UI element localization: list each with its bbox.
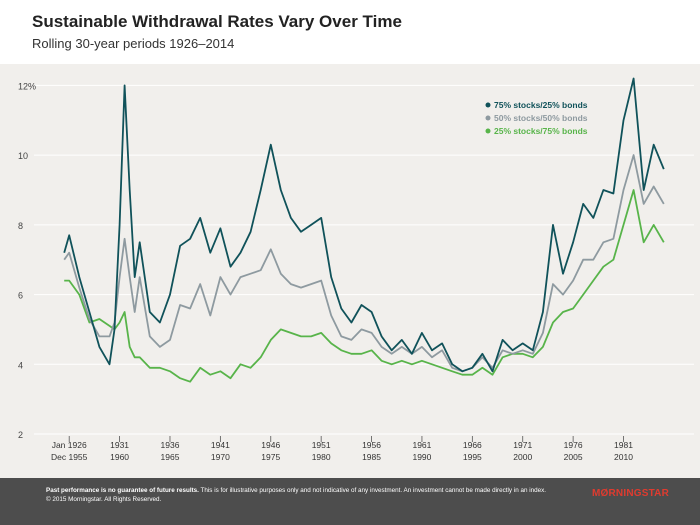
- x-tick-label: 1981: [614, 440, 633, 450]
- x-tick-label: 1951: [312, 440, 331, 450]
- y-tick-label: 4: [18, 360, 23, 370]
- y-tick-label: 12%: [18, 81, 36, 91]
- y-tick-label: 6: [18, 291, 23, 301]
- disclaimer-text: This is for illustrative purposes only a…: [198, 487, 547, 494]
- morningstar-logo: MØRNINGSTAR: [592, 488, 670, 499]
- footer: Past performance is no guarantee of futu…: [0, 478, 700, 525]
- x-tick-label-end: 1980: [312, 452, 331, 462]
- x-tick-label: 1931: [110, 440, 129, 450]
- legend-marker: [485, 128, 491, 134]
- x-tick-label-end: 1965: [161, 452, 180, 462]
- x-tick-label-end: 1970: [211, 452, 230, 462]
- y-tick-label: 8: [18, 221, 23, 231]
- x-tick-label-end: 2000: [513, 452, 532, 462]
- x-tick-label: 1946: [261, 440, 280, 450]
- x-tick-label-end: Dec 1955: [51, 452, 88, 462]
- x-tick-label-end: 1990: [412, 452, 431, 462]
- x-tick-label: 1941: [211, 440, 230, 450]
- y-tick-label: 2: [18, 430, 23, 440]
- x-tick-label-end: 1975: [261, 452, 280, 462]
- x-tick-label: 1966: [463, 440, 482, 450]
- line-chart: 12% 10 8 6 4 2 Jan 1926 Dec 1955 1931 1960 1936 196…: [18, 77, 694, 462]
- x-tick-label-end: 2005: [564, 452, 583, 462]
- chart-title: Sustainable Withdrawal Rates Vary Over T…: [32, 12, 402, 31]
- plot-area: 12% 10 8 6 4 2 Jan 1926 Dec 1955 1931 1960 1936 196…: [0, 64, 700, 478]
- x-tick-label: 1961: [412, 440, 431, 450]
- disclaimer-bold: Past performance is no guarantee of futu…: [46, 487, 199, 494]
- disclaimer: Past performance is no guarantee of futu…: [46, 486, 606, 504]
- legend-marker: [485, 102, 491, 108]
- series-line: [63, 77, 665, 373]
- x-tick-label: 1976: [564, 440, 583, 450]
- series-line: [63, 154, 665, 373]
- copyright: © 2015 Morningstar. All Rights Reserved.: [46, 496, 162, 503]
- legend-label: 50% stocks/50% bonds: [494, 113, 588, 123]
- x-tick-label: 1971: [513, 440, 532, 450]
- series-line: [64, 189, 665, 383]
- x-tick-label: Jan 1926: [52, 440, 87, 450]
- chart-subtitle: Rolling 30-year periods 1926–2014: [32, 36, 235, 51]
- legend-marker: [485, 115, 491, 121]
- y-tick-label: 10: [18, 151, 28, 161]
- x-tick-label-end: 1985: [362, 452, 381, 462]
- x-tick-label-end: 2010: [614, 452, 633, 462]
- x-tick-label-end: 1995: [463, 452, 482, 462]
- x-tick-label: 1936: [161, 440, 180, 450]
- x-tick-label: 1956: [362, 440, 381, 450]
- legend-label: 25% stocks/75% bonds: [494, 126, 588, 136]
- legend-label: 75% stocks/25% bonds: [494, 100, 588, 110]
- x-tick-label-end: 1960: [110, 452, 129, 462]
